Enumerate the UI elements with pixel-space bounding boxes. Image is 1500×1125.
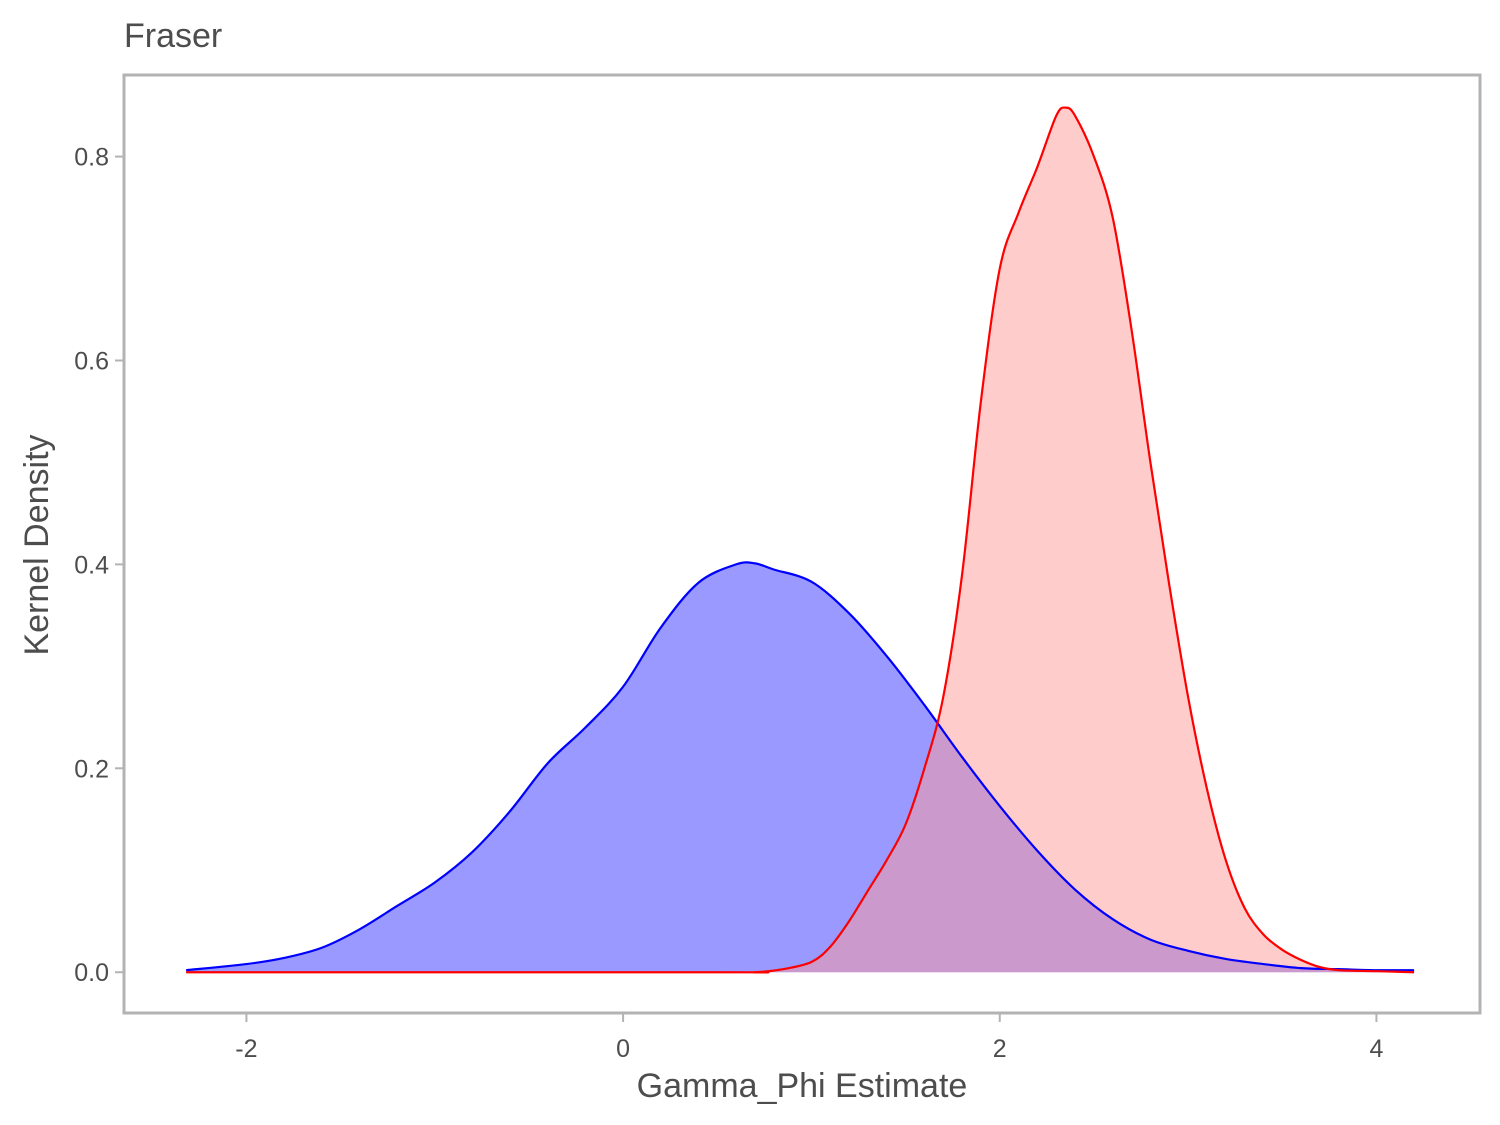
x-tick-label: -2 xyxy=(235,1035,257,1063)
density-line-1 xyxy=(186,561,1415,972)
y-tick-label: 0.8 xyxy=(74,144,109,172)
y-tick-label: 0.4 xyxy=(74,551,109,579)
chart-title: Fraser xyxy=(124,17,222,55)
series-layer xyxy=(186,106,1415,974)
y-tick-label: 0.6 xyxy=(74,347,109,375)
x-tick-label: 4 xyxy=(1369,1035,1383,1063)
y-tick-label: 0.0 xyxy=(74,959,109,987)
y-tick-label: 0.2 xyxy=(74,755,109,783)
x-tick-label: 2 xyxy=(993,1035,1007,1063)
plot-area xyxy=(122,73,1482,1015)
y-axis: 0.0 0.2 0.4 0.6 0.8 xyxy=(74,144,124,987)
density-line-2 xyxy=(186,106,1415,974)
x-axis: -2 0 2 4 xyxy=(235,1013,1383,1063)
y-axis-title: Kernel Density xyxy=(18,434,56,655)
x-tick-label: 0 xyxy=(616,1035,630,1063)
density-area-2 xyxy=(186,107,1415,973)
density-area-1 xyxy=(186,562,1415,973)
panel-border xyxy=(122,73,1482,1015)
x-axis-title: Gamma_Phi Estimate xyxy=(637,1067,968,1105)
